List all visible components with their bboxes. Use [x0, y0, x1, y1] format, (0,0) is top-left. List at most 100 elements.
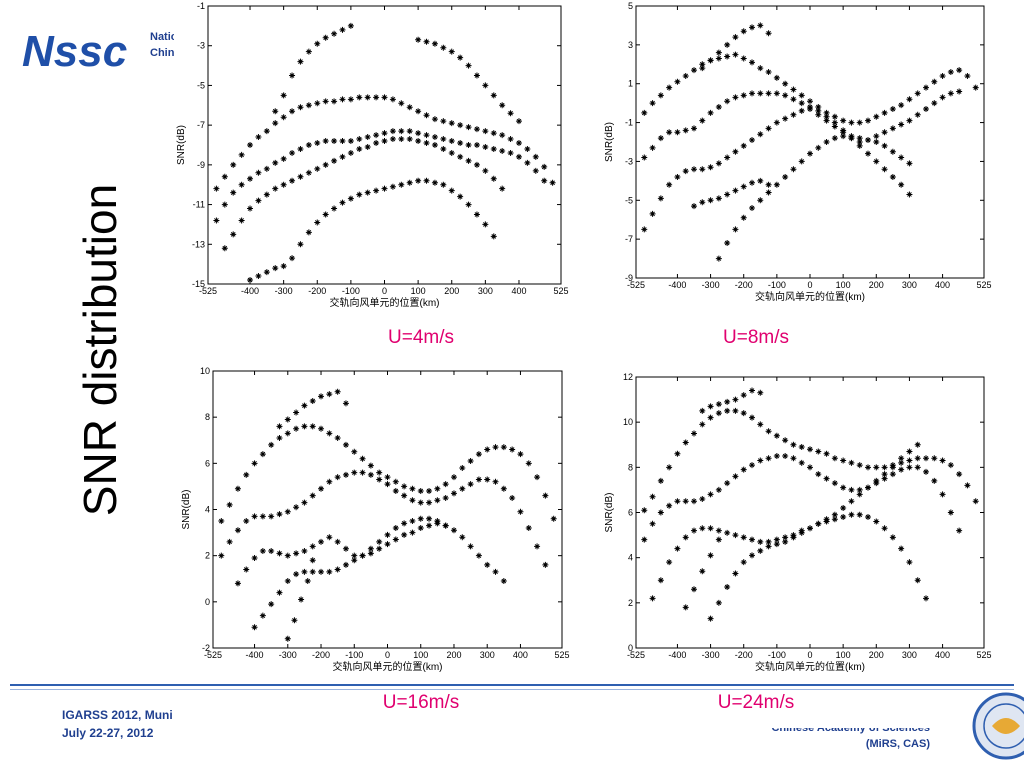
data-point	[500, 485, 507, 492]
x-tick-label: -100	[342, 286, 360, 296]
data-point	[807, 464, 813, 471]
data-point	[823, 450, 830, 457]
data-point	[221, 245, 228, 252]
data-point	[881, 142, 888, 149]
data-point	[898, 455, 905, 462]
data-point	[417, 488, 424, 495]
data-point	[351, 552, 358, 559]
x-tick-label: 200	[446, 650, 461, 660]
data-point	[389, 136, 396, 143]
x-tick-label: -300	[279, 650, 297, 660]
data-point	[484, 446, 491, 453]
data-point	[790, 111, 797, 118]
data-point	[507, 136, 514, 143]
data-point	[272, 120, 279, 127]
data-point	[773, 536, 780, 543]
data-point	[517, 451, 524, 458]
data-point	[807, 446, 813, 453]
data-point	[715, 486, 722, 493]
data-point	[856, 511, 863, 518]
data-point	[289, 149, 296, 156]
data-point	[482, 221, 489, 228]
data-point	[707, 197, 714, 204]
data-point	[280, 263, 287, 270]
data-point	[339, 138, 346, 145]
data-point	[431, 40, 438, 47]
data-point	[334, 538, 341, 545]
data-point	[881, 475, 888, 482]
data-point	[906, 191, 913, 198]
data-point	[457, 153, 464, 160]
data-point	[342, 400, 349, 407]
data-point	[691, 586, 697, 593]
data-point	[268, 441, 275, 448]
data-point	[442, 522, 449, 529]
data-point	[889, 464, 896, 471]
data-point	[384, 541, 391, 548]
data-point	[473, 211, 480, 218]
data-point	[234, 485, 241, 492]
data-point	[765, 189, 772, 196]
data-point	[798, 107, 805, 114]
data-point	[440, 181, 447, 188]
y-axis-label: SNR(dB)	[604, 122, 615, 162]
data-point	[331, 30, 338, 37]
series-0	[641, 407, 979, 514]
data-point	[707, 403, 714, 410]
data-point	[740, 559, 747, 566]
data-point	[724, 584, 731, 591]
caption-u8: U=8m/s	[723, 327, 789, 348]
data-point	[373, 132, 380, 139]
data-point	[263, 165, 270, 172]
data-point	[889, 148, 896, 155]
data-point	[724, 407, 731, 414]
data-point	[674, 450, 681, 457]
data-point	[823, 516, 830, 523]
y-tick-label: 4	[628, 553, 633, 563]
data-point	[406, 179, 413, 186]
data-point	[939, 457, 946, 464]
data-point	[431, 116, 438, 123]
data-point	[964, 482, 971, 489]
data-point	[840, 127, 847, 134]
data-point	[798, 444, 805, 451]
data-point	[765, 90, 772, 97]
data-point	[749, 414, 755, 421]
data-point	[499, 147, 506, 154]
series-0	[218, 423, 557, 525]
data-point	[947, 462, 954, 469]
data-point	[247, 277, 254, 284]
data-point	[423, 177, 430, 184]
data-point	[318, 485, 325, 492]
series-3	[707, 441, 921, 622]
data-point	[465, 157, 472, 164]
data-point	[297, 173, 304, 180]
data-point	[532, 153, 539, 160]
data-point	[649, 100, 656, 107]
y-tick-label: 10	[200, 366, 210, 376]
data-point	[773, 74, 780, 81]
data-point	[423, 132, 430, 139]
data-point	[213, 185, 220, 192]
data-point	[255, 197, 262, 204]
data-point	[490, 130, 497, 137]
data-point	[331, 157, 338, 164]
x-tick-label: -300	[275, 286, 293, 296]
data-point	[906, 448, 913, 455]
data-point	[757, 538, 764, 545]
data-point	[923, 595, 929, 602]
data-point	[448, 138, 455, 145]
chart-panel-2: -525 -400 -300 -200 -100 0 100 200 300 400 525 -2 0 2…	[181, 366, 570, 673]
data-point	[798, 459, 805, 466]
series-2	[221, 136, 506, 252]
data-point	[881, 471, 888, 478]
data-point	[305, 169, 312, 176]
y-tick-label: 8	[205, 412, 210, 422]
conference-name: IGARSS 2012, Munich, Germany	[62, 708, 172, 722]
data-point	[448, 48, 455, 55]
data-point	[367, 471, 374, 478]
data-point	[682, 439, 689, 446]
data-point	[230, 161, 237, 168]
series-1	[641, 453, 963, 543]
data-point	[757, 421, 764, 428]
